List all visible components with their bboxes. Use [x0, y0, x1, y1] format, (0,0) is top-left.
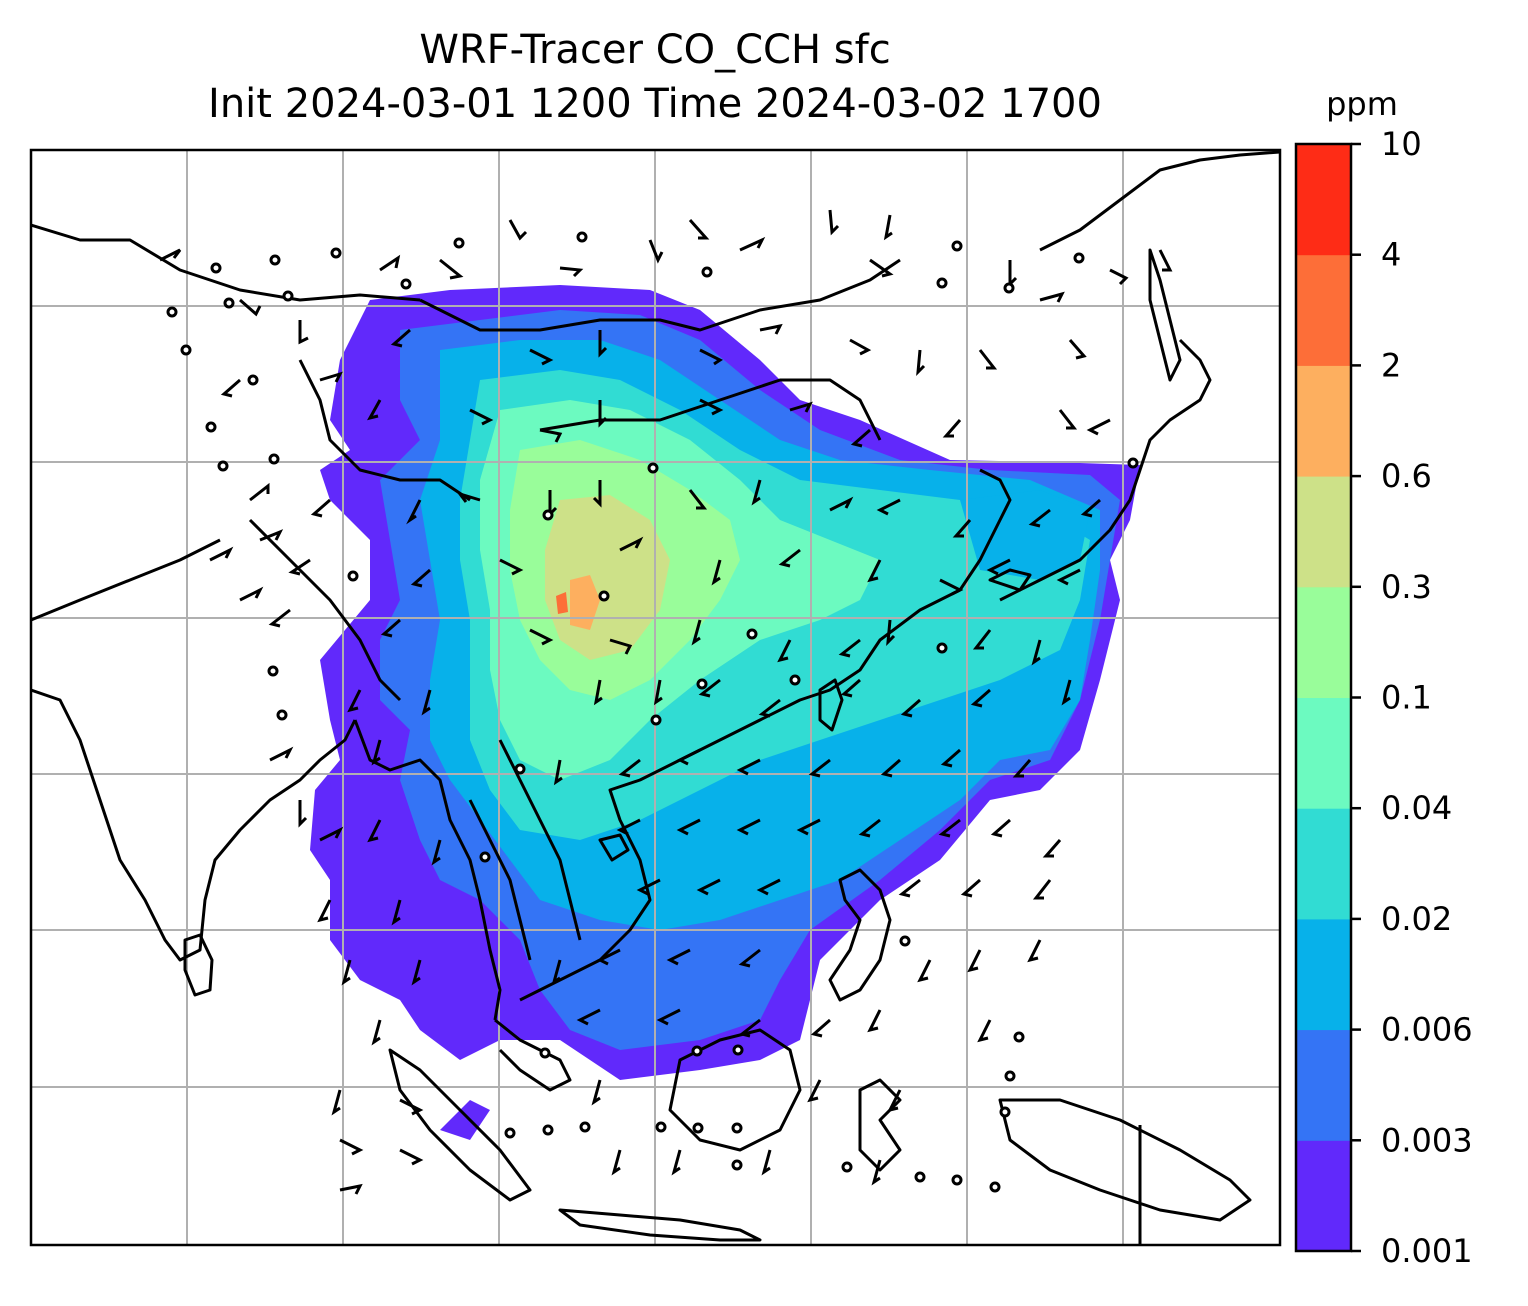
- colorbar-unit-label: ppm: [1326, 85, 1398, 123]
- wind-barbs: [159, 209, 1173, 1195]
- japan-south-island: [988, 568, 1032, 592]
- conc-band-06: [570, 575, 600, 630]
- colorbar-tick-label: 0.02: [1381, 900, 1452, 938]
- colorbar-segment: [1296, 254, 1351, 366]
- taiwan-coast: [818, 678, 844, 732]
- conc-blob-northeast: [960, 490, 1090, 580]
- sumatra-coast: [388, 1048, 532, 1202]
- himalaya-border: [248, 518, 402, 702]
- india-north-border: [31, 538, 221, 622]
- sri-lanka-coast: [183, 933, 214, 997]
- thailand-border: [468, 799, 532, 961]
- colorbar-tick-label: 0.003: [1381, 1121, 1473, 1159]
- china-north-border: [539, 378, 882, 441]
- colorbar-segment: [1296, 476, 1351, 588]
- conc-band-2: [556, 592, 568, 614]
- mongolia-border: [419, 258, 901, 332]
- hainan-coast: [598, 833, 630, 862]
- colorbar-tick-label: 0.1: [1381, 679, 1432, 717]
- malay-peninsula: [494, 1018, 572, 1092]
- russia-east-coast: [1039, 150, 1280, 252]
- northern-border: [31, 223, 421, 302]
- colorbar-segment: [1296, 918, 1351, 1031]
- colorbar-segment: [1296, 697, 1351, 809]
- conc-blob-sumatra: [440, 1100, 490, 1140]
- plot-title: WRF-Tracer CO_CCH sfc: [419, 27, 891, 73]
- korea-coast: [958, 468, 1012, 591]
- china-west-border: [298, 359, 471, 502]
- colorbar-tick-label: 10: [1381, 125, 1422, 163]
- myanmar-coast: [353, 719, 502, 1021]
- colorbar-tick-label: 0.6: [1381, 457, 1432, 495]
- colorbar-tick-label: 0.001: [1381, 1232, 1473, 1270]
- sakhalin-coast: [1148, 248, 1182, 382]
- indochina-coast: [519, 588, 961, 1002]
- colorbar-segment: [1296, 586, 1351, 698]
- japan-coast: [999, 338, 1212, 602]
- new-guinea-coast: [998, 1098, 1252, 1222]
- colorbar-tick-label: 4: [1381, 236, 1401, 274]
- calm-wind-markers: [166, 231, 1139, 1193]
- india-coast: [31, 688, 357, 962]
- sulawesi-coast: [858, 1078, 902, 1172]
- colorbar-segment: [1296, 365, 1351, 477]
- java-coast: [558, 1208, 762, 1242]
- plot-subtitle: Init 2024-03-01 1200 Time 2024-03-02 170…: [208, 81, 1102, 127]
- map-area: [31, 150, 1280, 1245]
- philippines-coast: [828, 868, 892, 1002]
- colorbar: 0.001 0.003 0.006 0.02 0.04 0.1 0.3 0.6 2 4 10: [1294, 125, 1473, 1270]
- map-frame: [29, 148, 1282, 1247]
- colorbar-tick-label: 0.006: [1381, 1011, 1473, 1049]
- colorbar-segment: [1296, 1029, 1351, 1141]
- colorbar-tick-label: 0.04: [1381, 789, 1452, 827]
- colorbar-tick-label: 2: [1381, 346, 1401, 384]
- colorbar-segment: [1296, 144, 1351, 256]
- colorbar-tick-label: 0.3: [1381, 568, 1432, 606]
- concentration-field: [310, 285, 1140, 1140]
- colorbar-segment: [1296, 808, 1351, 920]
- map-gridlines: [31, 150, 1280, 1245]
- colorbar-segment: [1296, 1140, 1351, 1252]
- coastlines: [31, 150, 1280, 1245]
